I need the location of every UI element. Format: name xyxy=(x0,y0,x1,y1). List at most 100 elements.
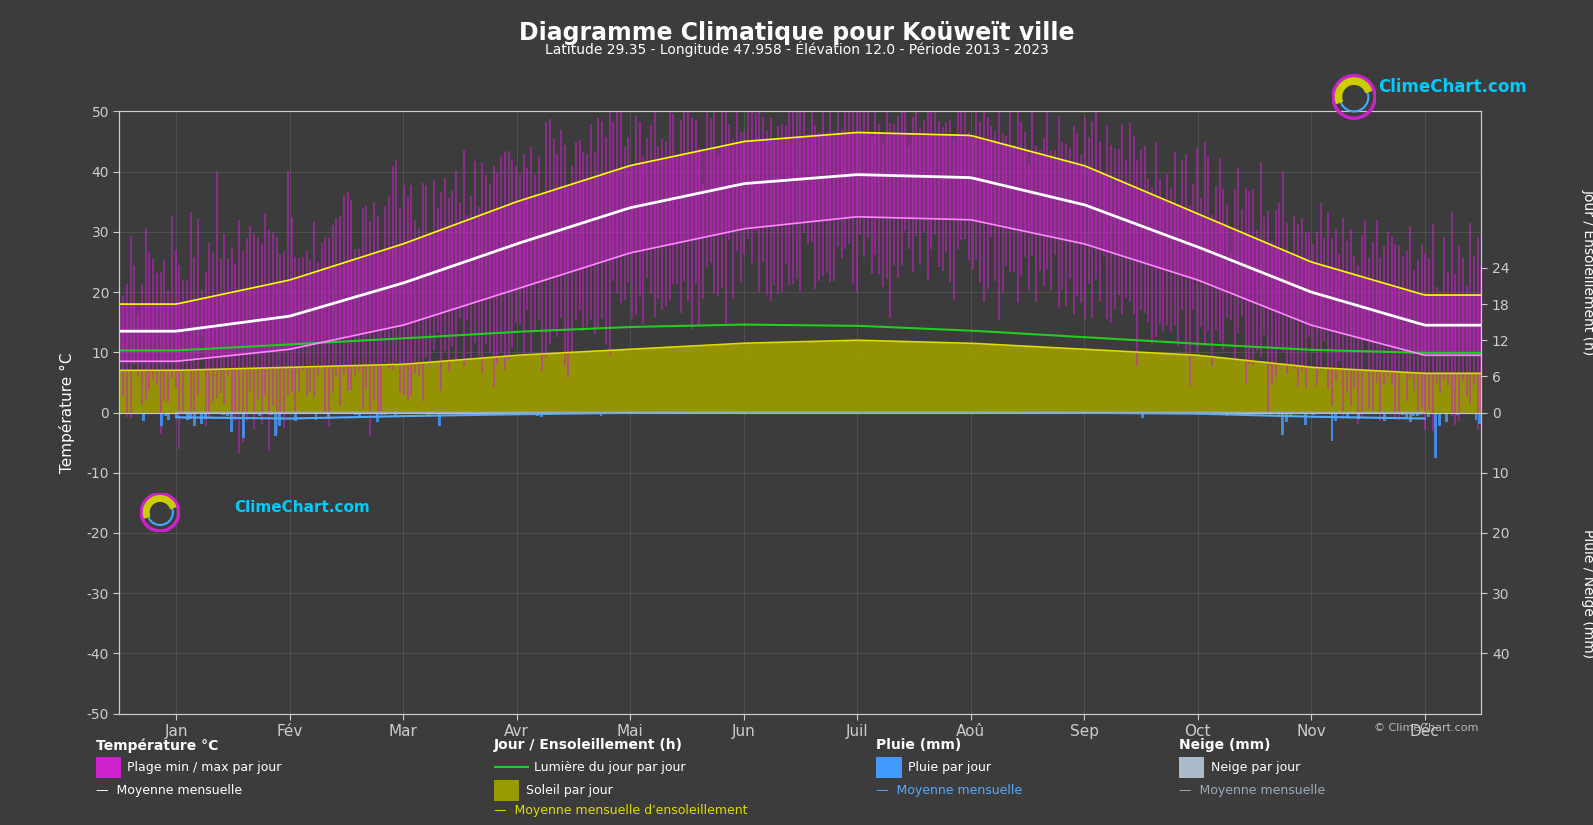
Bar xyxy=(295,412,298,422)
Bar xyxy=(186,412,188,421)
Bar xyxy=(1107,412,1110,414)
Bar xyxy=(1027,412,1031,414)
Bar xyxy=(395,412,397,416)
Bar xyxy=(1142,412,1144,418)
Bar xyxy=(1346,412,1349,417)
Bar xyxy=(1478,412,1481,425)
Bar xyxy=(1383,412,1386,421)
Bar xyxy=(271,412,272,415)
Bar xyxy=(1372,412,1375,414)
Bar xyxy=(253,412,256,414)
Bar xyxy=(379,412,382,415)
Bar xyxy=(540,412,543,417)
Text: Jour / Ensoleillement (h): Jour / Ensoleillement (h) xyxy=(494,738,683,752)
Wedge shape xyxy=(1335,78,1372,103)
Bar xyxy=(1419,412,1423,415)
Bar xyxy=(1416,412,1419,416)
Bar xyxy=(354,412,357,415)
Bar xyxy=(384,412,387,415)
Text: —  Moyenne mensuelle: — Moyenne mensuelle xyxy=(876,784,1023,797)
Text: ClimeChart.com: ClimeChart.com xyxy=(234,500,370,515)
Text: Température °C: Température °C xyxy=(96,738,218,753)
Bar xyxy=(229,412,233,431)
Bar xyxy=(1402,412,1403,415)
Bar xyxy=(640,412,642,413)
Bar xyxy=(510,412,513,416)
Text: Soleil par jour: Soleil par jour xyxy=(526,784,612,797)
Bar xyxy=(401,412,405,414)
Bar xyxy=(548,412,550,415)
Bar xyxy=(1286,412,1289,422)
Bar xyxy=(1115,412,1118,413)
Bar xyxy=(1289,412,1292,416)
Bar xyxy=(1405,412,1408,417)
Bar xyxy=(201,412,204,424)
Bar xyxy=(1438,412,1440,426)
Bar xyxy=(1258,412,1262,413)
Bar xyxy=(258,412,261,416)
Bar xyxy=(1211,412,1214,415)
Bar xyxy=(599,412,602,416)
Bar xyxy=(358,412,360,416)
Bar xyxy=(427,412,430,416)
Bar xyxy=(376,412,379,422)
Bar xyxy=(1408,412,1411,422)
Bar xyxy=(438,412,441,426)
Text: Plage min / max par jour: Plage min / max par jour xyxy=(127,761,282,774)
Bar xyxy=(1413,412,1415,416)
Bar xyxy=(242,412,245,437)
Bar xyxy=(1453,412,1456,414)
Bar xyxy=(1247,412,1251,415)
Text: Neige par jour: Neige par jour xyxy=(1211,761,1300,774)
Bar xyxy=(193,412,196,427)
Bar xyxy=(537,412,538,416)
Text: Pluie / Neige (mm): Pluie / Neige (mm) xyxy=(1582,530,1593,658)
Wedge shape xyxy=(143,496,175,518)
Bar xyxy=(1230,412,1231,416)
Text: Pluie (mm): Pluie (mm) xyxy=(876,738,962,752)
Bar xyxy=(279,412,280,426)
Bar xyxy=(161,412,162,426)
Text: Latitude 29.35 - Longitude 47.958 - Élévation 12.0 - Période 2013 - 2023: Latitude 29.35 - Longitude 47.958 - Élév… xyxy=(545,41,1048,57)
Bar xyxy=(1445,412,1448,422)
Bar xyxy=(274,412,277,436)
Text: Lumière du jour par jour: Lumière du jour par jour xyxy=(534,761,685,774)
Bar xyxy=(223,412,225,415)
Bar xyxy=(1281,412,1284,435)
Bar xyxy=(1442,412,1445,413)
Bar xyxy=(1456,412,1459,415)
Bar xyxy=(1330,412,1333,441)
Text: ClimeChart.com: ClimeChart.com xyxy=(1378,78,1526,96)
Bar xyxy=(226,412,229,416)
Bar xyxy=(1357,412,1360,419)
Text: Pluie par jour: Pluie par jour xyxy=(908,761,991,774)
Bar xyxy=(1305,412,1306,425)
Bar xyxy=(190,412,193,419)
Bar xyxy=(164,412,167,416)
Bar xyxy=(1278,412,1281,416)
Bar xyxy=(1434,412,1437,458)
Text: —  Moyenne mensuelle d'ensoleillement: — Moyenne mensuelle d'ensoleillement xyxy=(494,804,747,817)
Bar xyxy=(327,412,330,417)
Text: Diagramme Climatique pour Koüweït ville: Diagramme Climatique pour Koüweït ville xyxy=(519,21,1074,45)
Bar xyxy=(1335,412,1337,422)
Text: —  Moyenne mensuelle: — Moyenne mensuelle xyxy=(96,784,242,797)
Bar xyxy=(175,412,178,417)
Text: © ClimeChart.com: © ClimeChart.com xyxy=(1373,723,1478,733)
Text: Neige (mm): Neige (mm) xyxy=(1179,738,1270,752)
Bar xyxy=(1324,412,1325,414)
Y-axis label: Température °C: Température °C xyxy=(59,352,75,473)
Bar xyxy=(1427,412,1431,417)
Bar xyxy=(1244,412,1247,416)
Bar xyxy=(1311,412,1314,415)
Bar xyxy=(1225,412,1228,416)
Text: Jour / Ensoleillement (h): Jour / Ensoleillement (h) xyxy=(1582,189,1593,356)
Bar xyxy=(494,412,497,413)
Bar xyxy=(315,412,317,420)
Bar xyxy=(142,412,145,421)
Text: —  Moyenne mensuelle: — Moyenne mensuelle xyxy=(1179,784,1325,797)
Bar xyxy=(1475,412,1477,420)
Bar xyxy=(145,412,148,414)
Bar xyxy=(204,412,207,419)
Bar xyxy=(585,412,588,413)
